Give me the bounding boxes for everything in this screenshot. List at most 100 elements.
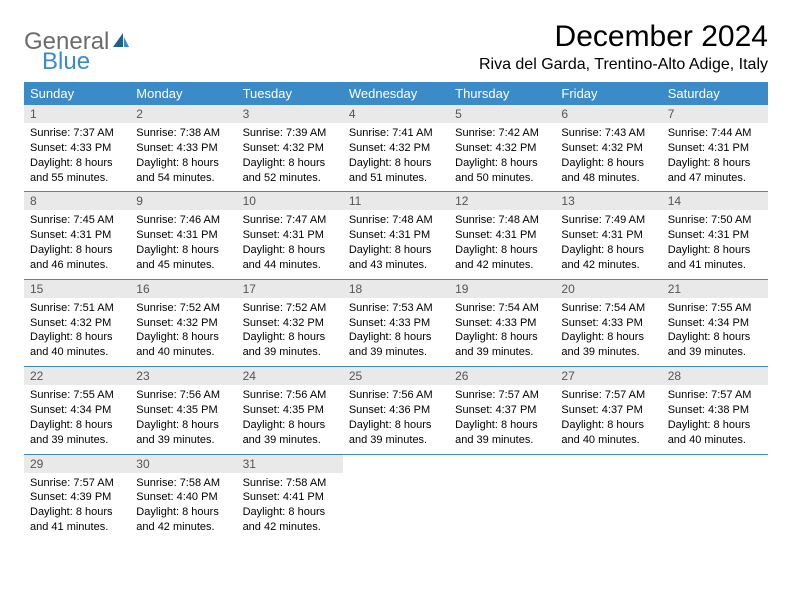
day-info: Sunrise: 7:39 AMSunset: 4:32 PMDaylight:… [237, 123, 343, 191]
day-number: 1 [24, 105, 130, 123]
daylight-text-2: and 51 minutes. [349, 171, 443, 186]
day-number: 30 [130, 455, 236, 473]
sunrise-text: Sunrise: 7:48 AM [455, 213, 549, 228]
calendar-week-row: 1Sunrise: 7:37 AMSunset: 4:33 PMDaylight… [24, 105, 768, 192]
daylight-text-2: and 55 minutes. [30, 171, 124, 186]
day-number: 21 [662, 280, 768, 298]
calendar-week-row: 22Sunrise: 7:55 AMSunset: 4:34 PMDayligh… [24, 367, 768, 454]
daylight-text: Daylight: 8 hours [668, 330, 762, 345]
daylight-text: Daylight: 8 hours [668, 243, 762, 258]
day-info: Sunrise: 7:46 AMSunset: 4:31 PMDaylight:… [130, 210, 236, 278]
day-number: 22 [24, 367, 130, 385]
sunrise-text: Sunrise: 7:49 AM [561, 213, 655, 228]
day-number: 26 [449, 367, 555, 385]
sunset-text: Sunset: 4:33 PM [136, 141, 230, 156]
daylight-text-2: and 41 minutes. [668, 258, 762, 273]
daylight-text: Daylight: 8 hours [561, 330, 655, 345]
daylight-text-2: and 42 minutes. [561, 258, 655, 273]
day-number: 19 [449, 280, 555, 298]
calendar-day-cell: 26Sunrise: 7:57 AMSunset: 4:37 PMDayligh… [449, 367, 555, 454]
daylight-text-2: and 52 minutes. [243, 171, 337, 186]
day-info: Sunrise: 7:58 AMSunset: 4:41 PMDaylight:… [237, 473, 343, 541]
sunrise-text: Sunrise: 7:54 AM [455, 301, 549, 316]
day-info: Sunrise: 7:49 AMSunset: 4:31 PMDaylight:… [555, 210, 661, 278]
calendar-day-cell: 16Sunrise: 7:52 AMSunset: 4:32 PMDayligh… [130, 279, 236, 366]
daylight-text: Daylight: 8 hours [30, 418, 124, 433]
day-info: Sunrise: 7:51 AMSunset: 4:32 PMDaylight:… [24, 298, 130, 366]
sunset-text: Sunset: 4:31 PM [561, 228, 655, 243]
day-number: 11 [343, 192, 449, 210]
calendar-day-cell: 23Sunrise: 7:56 AMSunset: 4:35 PMDayligh… [130, 367, 236, 454]
sunset-text: Sunset: 4:35 PM [243, 403, 337, 418]
sunset-text: Sunset: 4:35 PM [136, 403, 230, 418]
daylight-text-2: and 42 minutes. [136, 520, 230, 535]
month-title: December 2024 [479, 20, 768, 54]
location: Riva del Garda, Trentino-Alto Adige, Ita… [479, 56, 768, 74]
calendar-empty-cell [449, 454, 555, 541]
sunrise-text: Sunrise: 7:55 AM [30, 388, 124, 403]
daylight-text: Daylight: 8 hours [349, 418, 443, 433]
day-info: Sunrise: 7:56 AMSunset: 4:36 PMDaylight:… [343, 385, 449, 453]
sunset-text: Sunset: 4:31 PM [455, 228, 549, 243]
day-number: 27 [555, 367, 661, 385]
day-info: Sunrise: 7:52 AMSunset: 4:32 PMDaylight:… [130, 298, 236, 366]
sunset-text: Sunset: 4:32 PM [455, 141, 549, 156]
calendar-day-cell: 21Sunrise: 7:55 AMSunset: 4:34 PMDayligh… [662, 279, 768, 366]
day-number: 3 [237, 105, 343, 123]
day-number: 29 [24, 455, 130, 473]
sunrise-text: Sunrise: 7:48 AM [349, 213, 443, 228]
day-info: Sunrise: 7:55 AMSunset: 4:34 PMDaylight:… [24, 385, 130, 453]
day-number: 24 [237, 367, 343, 385]
daylight-text-2: and 39 minutes. [136, 433, 230, 448]
sunset-text: Sunset: 4:33 PM [561, 316, 655, 331]
daylight-text-2: and 45 minutes. [136, 258, 230, 273]
calendar-week-row: 15Sunrise: 7:51 AMSunset: 4:32 PMDayligh… [24, 279, 768, 366]
weekday-header: Tuesday [237, 82, 343, 105]
sunset-text: Sunset: 4:32 PM [561, 141, 655, 156]
day-number: 10 [237, 192, 343, 210]
day-info: Sunrise: 7:57 AMSunset: 4:37 PMDaylight:… [555, 385, 661, 453]
calendar-day-cell: 17Sunrise: 7:52 AMSunset: 4:32 PMDayligh… [237, 279, 343, 366]
day-info: Sunrise: 7:48 AMSunset: 4:31 PMDaylight:… [449, 210, 555, 278]
day-number: 15 [24, 280, 130, 298]
day-number: 25 [343, 367, 449, 385]
day-info: Sunrise: 7:56 AMSunset: 4:35 PMDaylight:… [237, 385, 343, 453]
daylight-text-2: and 39 minutes. [243, 345, 337, 360]
daylight-text-2: and 50 minutes. [455, 171, 549, 186]
weekday-header: Wednesday [343, 82, 449, 105]
header: General Blue December 2024 Riva del Gard… [24, 20, 768, 74]
daylight-text: Daylight: 8 hours [455, 330, 549, 345]
daylight-text: Daylight: 8 hours [561, 418, 655, 433]
calendar-day-cell: 8Sunrise: 7:45 AMSunset: 4:31 PMDaylight… [24, 192, 130, 279]
sunset-text: Sunset: 4:34 PM [668, 316, 762, 331]
logo: General Blue [24, 30, 131, 74]
sunrise-text: Sunrise: 7:46 AM [136, 213, 230, 228]
day-info: Sunrise: 7:47 AMSunset: 4:31 PMDaylight:… [237, 210, 343, 278]
sunrise-text: Sunrise: 7:50 AM [668, 213, 762, 228]
weekday-header-row: SundayMondayTuesdayWednesdayThursdayFrid… [24, 82, 768, 105]
sunset-text: Sunset: 4:31 PM [668, 228, 762, 243]
calendar-day-cell: 2Sunrise: 7:38 AMSunset: 4:33 PMDaylight… [130, 105, 236, 192]
daylight-text: Daylight: 8 hours [136, 156, 230, 171]
daylight-text-2: and 39 minutes. [668, 345, 762, 360]
daylight-text-2: and 39 minutes. [349, 433, 443, 448]
sunrise-text: Sunrise: 7:52 AM [136, 301, 230, 316]
sunset-text: Sunset: 4:31 PM [668, 141, 762, 156]
sunrise-text: Sunrise: 7:54 AM [561, 301, 655, 316]
day-info: Sunrise: 7:38 AMSunset: 4:33 PMDaylight:… [130, 123, 236, 191]
calendar-day-cell: 11Sunrise: 7:48 AMSunset: 4:31 PMDayligh… [343, 192, 449, 279]
day-number: 28 [662, 367, 768, 385]
calendar-empty-cell [555, 454, 661, 541]
day-number: 31 [237, 455, 343, 473]
daylight-text: Daylight: 8 hours [561, 156, 655, 171]
day-info: Sunrise: 7:43 AMSunset: 4:32 PMDaylight:… [555, 123, 661, 191]
day-info: Sunrise: 7:41 AMSunset: 4:32 PMDaylight:… [343, 123, 449, 191]
sunrise-text: Sunrise: 7:58 AM [243, 476, 337, 491]
sunset-text: Sunset: 4:38 PM [668, 403, 762, 418]
daylight-text: Daylight: 8 hours [136, 243, 230, 258]
calendar-week-row: 29Sunrise: 7:57 AMSunset: 4:39 PMDayligh… [24, 454, 768, 541]
day-number: 2 [130, 105, 236, 123]
calendar-day-cell: 27Sunrise: 7:57 AMSunset: 4:37 PMDayligh… [555, 367, 661, 454]
day-number: 6 [555, 105, 661, 123]
daylight-text-2: and 40 minutes. [136, 345, 230, 360]
